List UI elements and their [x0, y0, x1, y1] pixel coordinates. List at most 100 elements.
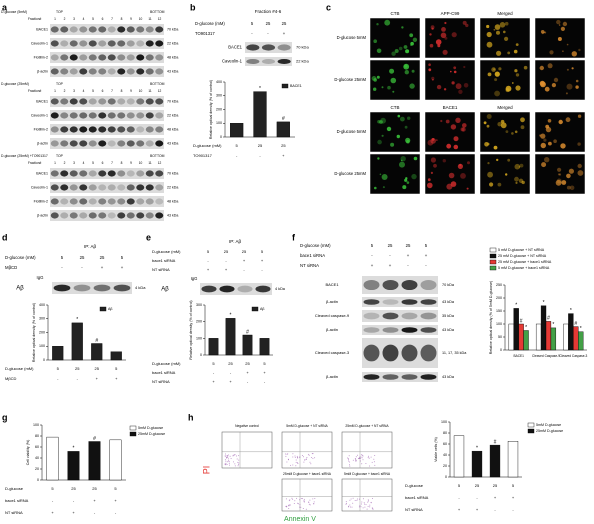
cell-signal [411, 69, 415, 73]
bar [545, 321, 552, 351]
lane-label: 7 [111, 17, 113, 21]
event [308, 503, 310, 505]
cell-signal [518, 166, 521, 168]
legend-swatch [251, 306, 259, 312]
event [312, 498, 314, 500]
lane-label: 2 [64, 17, 66, 21]
x-tick-label: Cleaved Caspase-9 [532, 354, 560, 358]
event [345, 502, 347, 504]
event [356, 498, 358, 500]
blot-band [79, 212, 88, 219]
event [352, 459, 354, 461]
event [308, 454, 310, 456]
cell-signal [381, 174, 388, 180]
blot-band [60, 112, 69, 119]
label: 43 kDa [167, 141, 178, 145]
blot-band [60, 98, 69, 105]
label: 5 [121, 255, 124, 260]
y-tick-label: 50 [498, 335, 502, 339]
micrograph [369, 111, 421, 153]
plot-title: 25mM D-glucose + bace1 siRNA [283, 472, 332, 476]
blot-band [155, 170, 164, 177]
cell-signal [410, 44, 412, 46]
blot-band [136, 112, 145, 119]
event [235, 455, 237, 457]
label: D-glucose (mM) [195, 21, 225, 26]
legend-swatch [489, 247, 497, 253]
condition-label: D-glucose (5mM) [1, 10, 27, 14]
blot-band [136, 68, 145, 75]
blot-band [126, 184, 135, 191]
blot-band [98, 98, 107, 105]
blot-band [155, 126, 164, 133]
label: 48 kDa [167, 127, 178, 131]
row-cell: + [114, 498, 117, 503]
legend-label: BACE1 [290, 84, 302, 88]
cell-signal [437, 44, 441, 48]
blot-band [79, 54, 88, 61]
blot-band [277, 58, 291, 65]
blot-band [155, 98, 164, 105]
row-label: NT siRNA [5, 510, 23, 515]
blot [362, 276, 438, 294]
blot-band [155, 68, 164, 75]
blot-band [107, 112, 116, 119]
bar [67, 451, 80, 481]
blot-band [145, 170, 154, 177]
blot-band [79, 184, 88, 191]
cell-signal [493, 68, 496, 71]
cell-signal [575, 85, 579, 89]
event [233, 461, 234, 463]
event [296, 455, 298, 457]
event [356, 499, 358, 501]
row-cell: 5 [212, 361, 215, 366]
label: Flotillin-2 [34, 199, 48, 203]
event [286, 461, 288, 463]
flow-plot [341, 431, 393, 469]
cell-signal [446, 183, 453, 190]
blot-band [79, 98, 88, 105]
cell-signal [513, 49, 518, 54]
event [311, 453, 313, 455]
cell-signal [514, 69, 518, 73]
row-cell: 25 [245, 361, 250, 366]
blot-band [93, 284, 111, 292]
plot-title: Negative control [235, 424, 259, 428]
label: - [81, 265, 83, 270]
cell-signal [394, 49, 399, 53]
cell-signal [544, 31, 547, 34]
event [349, 461, 351, 463]
lane-label: 8 [121, 161, 123, 165]
cell-signal [515, 181, 518, 184]
cell-signal [491, 67, 496, 72]
cell-signal [411, 173, 417, 180]
blot-band [136, 140, 145, 147]
label: 25 [388, 243, 393, 248]
label: - [425, 263, 427, 268]
cell-signal [556, 178, 562, 184]
event [308, 501, 310, 503]
label: - [267, 31, 269, 36]
blot [245, 57, 292, 66]
cell-signal [405, 49, 410, 54]
blot-band [136, 54, 145, 61]
micrograph [479, 59, 531, 101]
row-cell: 5 [114, 486, 117, 491]
cell-signal [566, 185, 571, 190]
label: IP: Aβ [84, 244, 97, 249]
cell-signal [540, 81, 546, 88]
row-cell: 5 [236, 143, 239, 148]
significance-marker: # [547, 316, 550, 322]
cell-signal [553, 77, 559, 83]
row-label: NT siRNA [405, 507, 423, 512]
cell-signal [499, 22, 506, 28]
row-cell: 5 [115, 366, 118, 371]
cell-signal [504, 21, 509, 26]
label: + [371, 263, 374, 268]
event [225, 462, 227, 464]
event [371, 507, 373, 509]
row-cell: 25 [228, 361, 233, 366]
event [288, 508, 290, 509]
label: 70 kDa [296, 45, 309, 50]
cell-signal [494, 90, 500, 97]
